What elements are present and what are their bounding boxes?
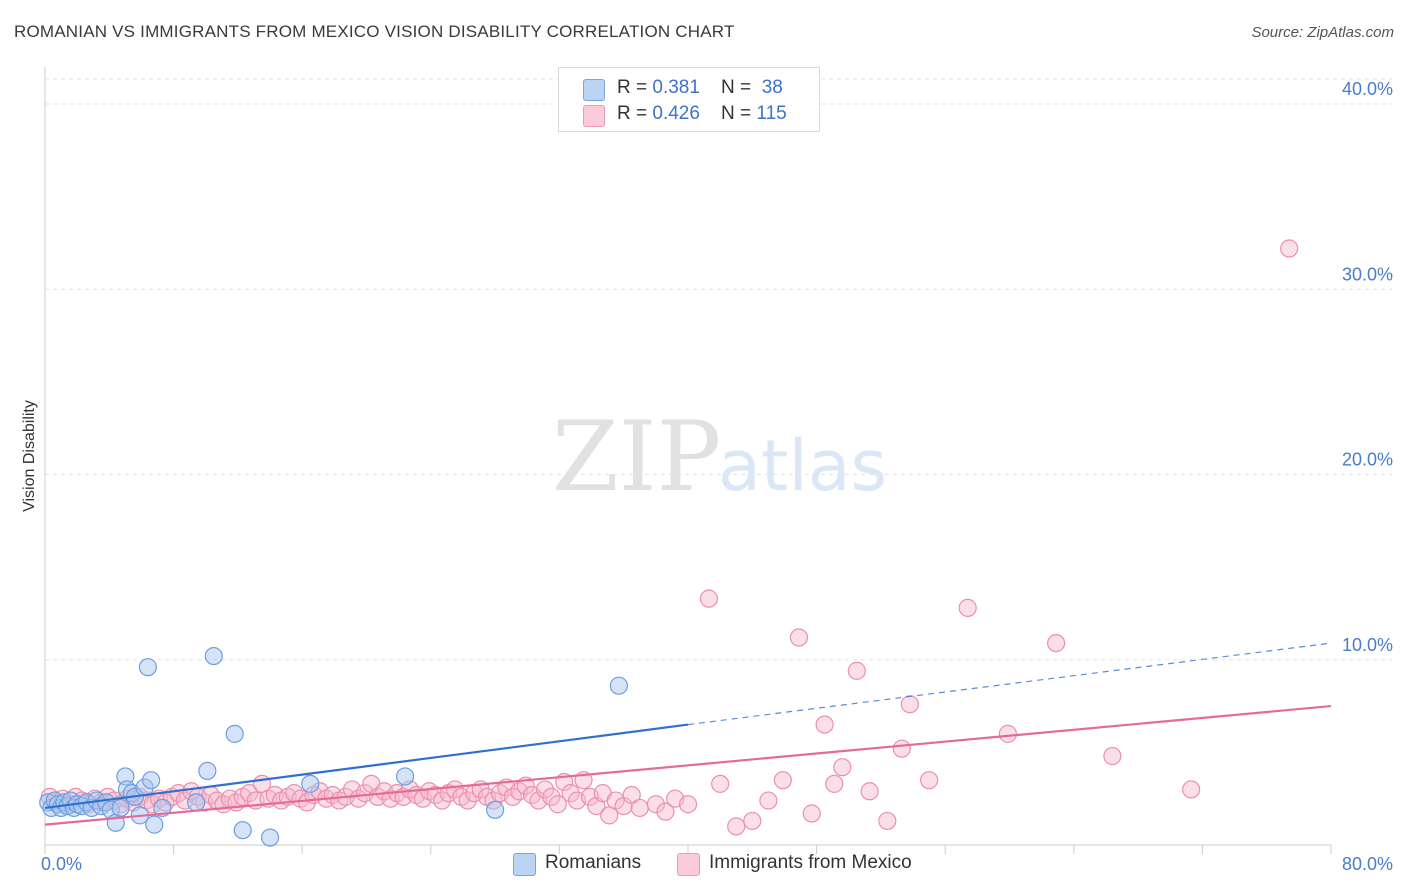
romanian-point [260, 828, 280, 847]
mexico-point [1047, 633, 1066, 653]
romanian-point [225, 724, 244, 743]
legend-r-value: 0.381 [652, 77, 700, 98]
mexico-point [773, 771, 792, 790]
romanian-point [153, 798, 172, 818]
watermark-zip: ZIP [552, 401, 721, 513]
romanian-point [204, 646, 223, 666]
mexico-point [458, 791, 477, 810]
mexico-point [1103, 746, 1122, 766]
mexico-point [240, 784, 259, 803]
romanian-point [301, 774, 320, 793]
mexico-point [542, 787, 561, 806]
watermark-atlas: atlas [718, 425, 887, 507]
bottom-legend-label-romanians: Romanians [545, 852, 642, 873]
mexico-point [535, 780, 555, 799]
romanian-point [145, 815, 164, 834]
romanian-trendline [44, 723, 689, 810]
romanian-point [486, 800, 505, 819]
bottom-legend-swatch-mexico [677, 853, 700, 876]
y-tick-labels: 10.0% 20.0% 30.0% 40.0% [1342, 79, 1393, 655]
x-tick-labels: 0.0% 80.0% [41, 854, 1393, 874]
y-tick-label: 20.0% [1342, 450, 1393, 470]
legend-swatch-romanians [583, 79, 605, 101]
y-axis-label: Vision Disability [21, 400, 38, 512]
mexico-point [699, 589, 718, 608]
mexico-point [727, 817, 746, 836]
mexico-point [759, 791, 778, 810]
mexico-point [860, 782, 879, 801]
mexico-point [561, 784, 580, 803]
mexico-point [878, 811, 897, 831]
mexico-point [297, 793, 317, 812]
mexico-point [789, 628, 809, 647]
mexico-point [815, 715, 834, 734]
romanian-point [233, 821, 252, 840]
romanian-point [609, 676, 628, 695]
mexico-point [622, 785, 641, 805]
y-tick-label: 40.0% [1342, 79, 1393, 99]
romanian-point [111, 798, 130, 818]
mexico-point [1182, 780, 1201, 799]
romanian-point [187, 793, 206, 812]
bottom-legend-label-mexico: Immigrants from Mexico [709, 852, 912, 873]
legend-stats-mexico: R = 0.426 N = 115 [617, 103, 787, 125]
legend-r-label: R = [617, 77, 653, 98]
romanian-point [138, 658, 157, 677]
mexico-points [40, 239, 1299, 836]
correlation-legend: R = 0.381 N = 38 R = 0.426 N = 115 [558, 67, 820, 132]
x-axis-tick-marks [44, 845, 1332, 854]
romanian-trendline-extension [687, 642, 1332, 726]
romanian-point [395, 767, 415, 786]
mexico-point [998, 724, 1017, 743]
mexico-point [833, 758, 852, 777]
y-tick-label: 30.0% [1342, 264, 1393, 284]
legend-n-value: 38 [761, 77, 783, 98]
x-tick-label-end: 80.0% [1342, 854, 1393, 874]
mexico-point [892, 739, 911, 758]
mexico-point [656, 802, 675, 821]
mexico-point [743, 811, 762, 831]
mexico-point [432, 791, 452, 810]
trendlines [44, 642, 1332, 826]
romanian-points [39, 646, 628, 847]
x-tick-label-start: 0.0% [41, 854, 82, 874]
bottom-legend-swatch-romanians [513, 853, 536, 876]
mexico-trendline [44, 704, 1332, 826]
legend-swatch-mexico [583, 105, 605, 127]
mexico-point [548, 795, 567, 814]
romanian-point [198, 761, 217, 781]
legend-r-label: R = [617, 103, 653, 124]
chart-title: ROMANIAN VS IMMIGRANTS FROM MEXICO VISIO… [14, 22, 735, 41]
mexico-point [1280, 239, 1299, 258]
gridlines [45, 78, 1392, 661]
mexico-point [630, 798, 649, 818]
legend-n-value: 115 [756, 103, 787, 124]
mexico-point [847, 661, 866, 680]
mexico-point [958, 598, 977, 617]
legend-stats-romanians: R = 0.381 N = 38 [617, 77, 783, 99]
legend-n-label: N = [721, 103, 757, 124]
mexico-point [900, 695, 919, 714]
mexico-point [920, 771, 939, 790]
legend-r-value: 0.426 [652, 103, 700, 124]
mexico-point [445, 780, 465, 799]
y-tick-label: 10.0% [1342, 635, 1393, 655]
romanian-point [141, 771, 161, 790]
mexico-point [825, 774, 844, 793]
chart-source: Source: ZipAtlas.com [1251, 24, 1394, 41]
mexico-point [646, 795, 665, 814]
legend-n-label: N = [721, 77, 757, 98]
mexico-point [802, 804, 821, 823]
mexico-point [678, 795, 698, 814]
mexico-point [711, 774, 730, 793]
